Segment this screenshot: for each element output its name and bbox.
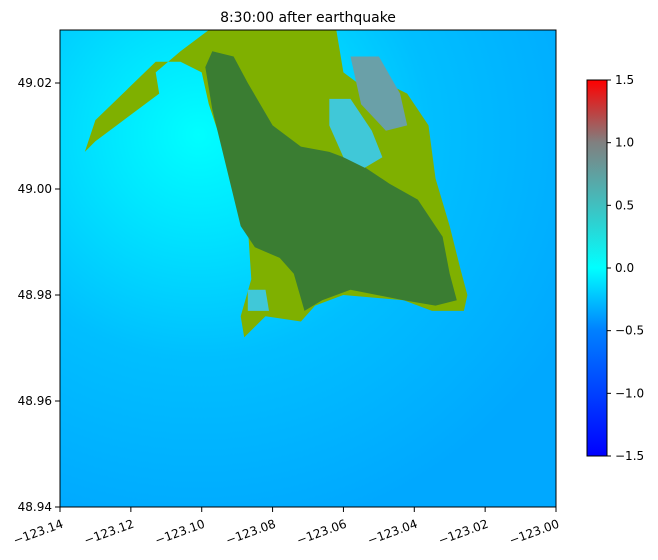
y-tick-label: 49.02 (18, 76, 52, 90)
plot-area (60, 30, 556, 507)
y-tick-label: 48.94 (18, 500, 52, 514)
x-tick-label: −123.10 (153, 517, 207, 548)
chart-title: 8:30:00 after earthquake (220, 10, 396, 26)
y-tick-label: 48.98 (18, 288, 52, 302)
x-tick-label: −123.12 (82, 517, 136, 548)
y-tick-label: 49.00 (18, 182, 52, 196)
region-upland-interior (205, 51, 457, 311)
colorbar-tick-label: 1.0 (615, 136, 634, 150)
colorbar-tick-label: −1.0 (615, 386, 644, 400)
colorbar-tick-label: 0.5 (615, 198, 634, 212)
y-axis: 48.94 48.96 48.98 49.00 49.02 (18, 76, 60, 514)
x-tick-label: −123.08 (224, 517, 278, 548)
colorbar: −1.5 −1.0 −0.5 0.0 0.5 1.0 1.5 (586, 73, 644, 463)
x-tick-label: −123.14 (11, 517, 65, 548)
x-tick-label: −123.06 (295, 517, 349, 548)
region-bay-northeast (350, 56, 408, 131)
colorbar-fill (587, 80, 607, 456)
colorbar-tick-label: −1.5 (615, 449, 644, 463)
region-bay-north (329, 98, 383, 168)
x-tick-label: −123.04 (366, 517, 420, 548)
colorbar-tick-label: 1.5 (615, 73, 634, 87)
colorbar-tick-label: −0.5 (615, 324, 644, 338)
colorbar-tick-label: 0.0 (615, 261, 634, 275)
plot-frame (59, 29, 557, 508)
region-bay-southwest (247, 289, 269, 311)
x-axis: −123.14 −123.12 −123.10 −123.08 −123.06 −123.… (11, 507, 561, 548)
x-tick-label: −123.02 (436, 517, 490, 548)
x-tick-label: −123.00 (507, 517, 561, 548)
y-tick-label: 48.96 (18, 394, 52, 408)
